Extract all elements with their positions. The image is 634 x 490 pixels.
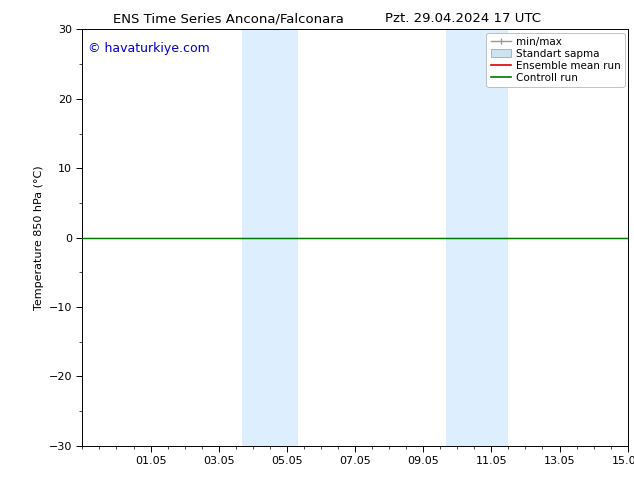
Y-axis label: Temperature 850 hPa (°C): Temperature 850 hPa (°C) — [34, 165, 44, 310]
Text: ENS Time Series Ancona/Falconara: ENS Time Series Ancona/Falconara — [113, 12, 344, 25]
Text: © havaturkiye.com: © havaturkiye.com — [88, 42, 210, 55]
Bar — [242, 29, 298, 446]
Text: Pzt. 29.04.2024 17 UTC: Pzt. 29.04.2024 17 UTC — [385, 12, 541, 25]
Bar — [446, 29, 508, 446]
Legend: min/max, Standart sapma, Ensemble mean run, Controll run: min/max, Standart sapma, Ensemble mean r… — [486, 32, 624, 87]
